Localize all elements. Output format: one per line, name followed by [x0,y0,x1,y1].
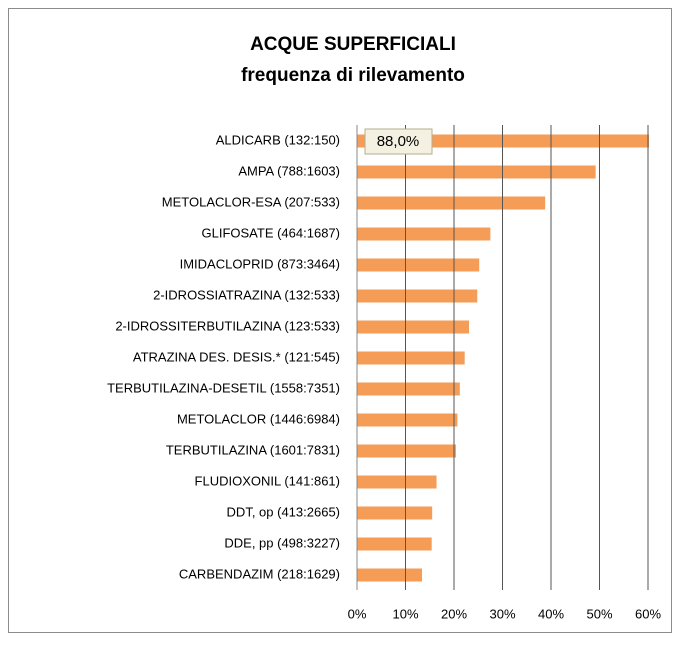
y-tick-label: METOLACLOR-ESA (207:533) [162,194,340,209]
bar [357,444,456,458]
bars [357,134,649,582]
y-tick-label: METOLACLOR (1446:6984) [177,411,340,426]
data-label: 88,0% [377,133,420,150]
y-tick-label: GLIFOSATE (464:1687) [202,225,341,240]
y-tick-label: TERBUTILAZINA-DESETIL (1558:7351) [107,380,340,395]
y-tick-label: CARBENDAZIM (218:1629) [179,566,340,581]
chart-title: ACQUE SUPERFICIALI [250,34,456,55]
bar [357,537,432,551]
y-tick-label: ATRAZINA DES. DESIS.* (121:545) [133,349,340,364]
x-tick-label: 50% [586,606,612,621]
y-tick-label: TERBUTILAZINA (1601:7831) [166,442,340,457]
y-tick-label: 2-IDROSSITERBUTILAZINA (123:533) [115,318,340,333]
bar [357,506,433,520]
x-tick-label: 0% [348,606,367,621]
bar [357,165,596,179]
bar [357,320,470,334]
chart-subtitle: frequenza di rilevamento [241,65,465,86]
bar [357,289,478,303]
y-tick-label: DDT, op (413:2665) [227,504,340,519]
y-tick-label: IMIDACLOPRID (873:3464) [180,256,340,271]
data-label-box [364,128,433,155]
bar [357,413,458,427]
x-tick-label: 20% [441,606,467,621]
bar [357,475,437,489]
bar [357,258,480,272]
x-tick-label: 10% [392,606,418,621]
bar [357,227,491,241]
bar [357,351,465,365]
y-tick-label: FLUDIOXONIL (141:861) [195,473,340,488]
y-tick-label: 2-IDROSSIATRAZINA (132:533) [153,287,340,302]
x-tick-label: 30% [489,606,515,621]
x-tick-label: 60% [635,606,661,621]
y-tick-label: DDE, pp (498:3227) [224,535,340,550]
chart-frame [8,8,672,633]
y-tick-label: ALDICARB (132:150) [216,132,340,147]
bar [357,568,422,582]
bar [357,196,546,210]
x-tick-label: 40% [538,606,564,621]
y-tick-label: AMPA (788:1603) [238,163,340,178]
bar [357,382,460,396]
